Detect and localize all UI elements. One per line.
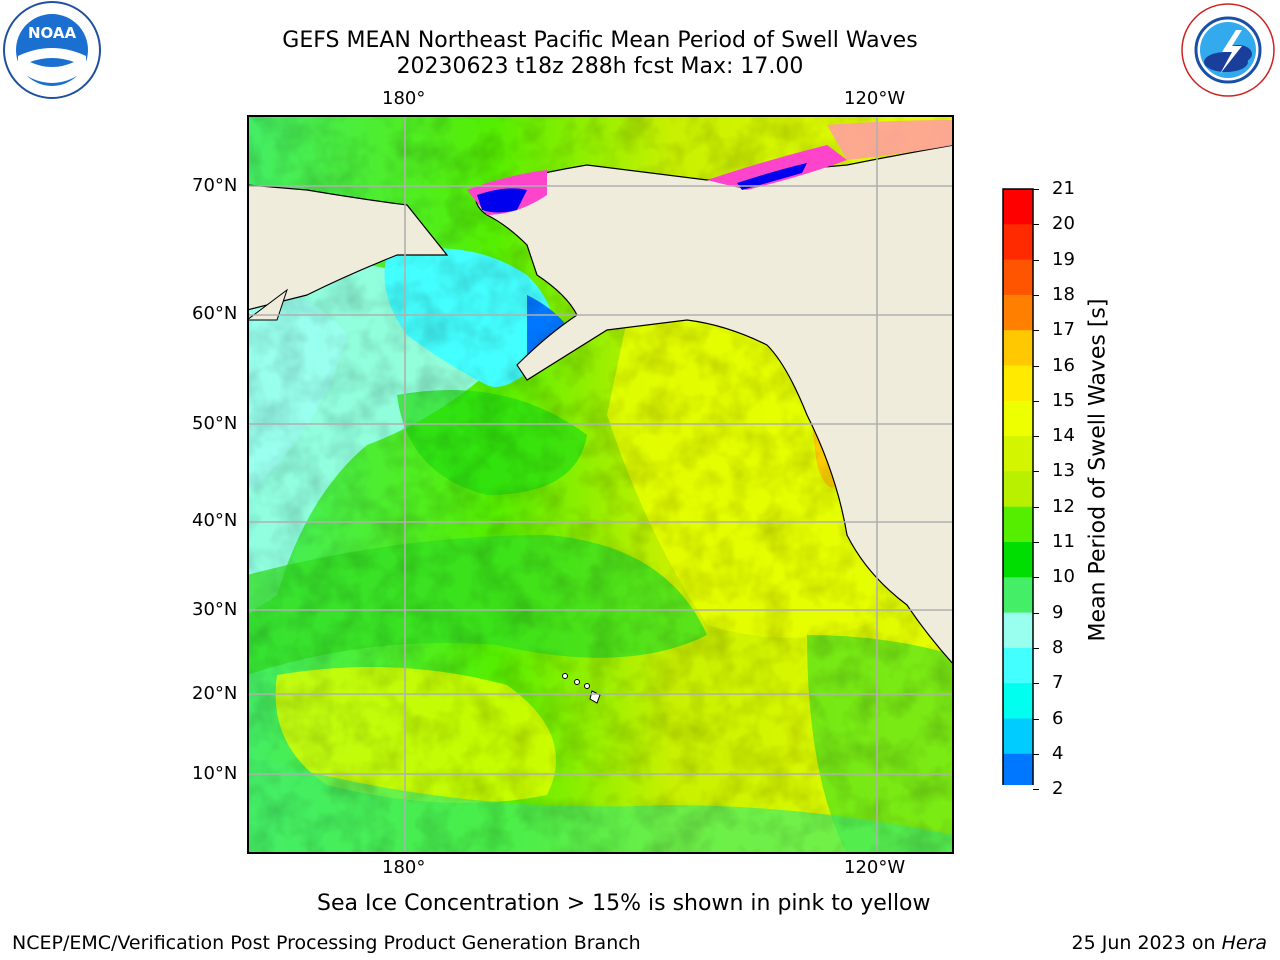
colorbar-tick-label: 18 (1052, 283, 1075, 305)
colorbar-tick-mark (1033, 718, 1039, 720)
colorbar-tick-label: 13 (1052, 460, 1075, 482)
colorbar-tick-mark (1033, 612, 1039, 614)
lat-label-10n: 10°N (192, 763, 238, 784)
footer-right: 25 Jun 2023 on Hera (1072, 932, 1267, 954)
colorbar-tick-mark (1033, 294, 1039, 296)
colorbar-segment (1003, 683, 1033, 719)
colorbar-tick-label: 19 (1052, 248, 1075, 270)
lat-label-60n: 60°N (192, 303, 238, 324)
colorbar-tick-label: 2 (1052, 778, 1064, 800)
colorbar-tick-mark (1033, 400, 1039, 402)
colorbar-tick-label: 6 (1052, 707, 1064, 729)
colorbar-segment (1003, 294, 1033, 331)
footer-host: Hera (1221, 932, 1267, 954)
colorbar-segment (1003, 647, 1033, 684)
lat-label-20n: 20°N (192, 683, 238, 704)
lon-label-bottom-180: 180° (382, 857, 426, 878)
chart-subtitle: 20230623 t18z 288h fcst Max: 17.00 (396, 54, 804, 79)
lon-label-top-120w: 120°W (844, 88, 906, 109)
noaa-logo-text: NOAA (28, 24, 77, 42)
colorbar-tick-mark (1033, 789, 1039, 791)
colorbar-tick-label: 21 (1052, 178, 1075, 199)
colorbar-segment (1003, 753, 1033, 785)
footer-left: NCEP/EMC/Verification Post Processing Pr… (12, 932, 641, 954)
colorbar-tick-mark (1033, 259, 1039, 261)
colorbar-tick-label: 11 (1052, 531, 1075, 552)
map-gridlines (247, 115, 954, 854)
colorbar-tick-label: 12 (1052, 495, 1075, 517)
colorbar-tick-mark (1033, 577, 1039, 579)
lat-label-40n: 40°N (192, 510, 238, 531)
colorbar-segment (1003, 506, 1033, 543)
colorbar-tick-mark (1033, 753, 1039, 755)
sea-ice-caption: Sea Ice Concentration > 15% is shown in … (317, 891, 931, 916)
colorbar-tick-mark (1033, 330, 1039, 332)
colorbar-segment (1003, 330, 1033, 366)
colorbar-tick-label: 20 (1052, 213, 1075, 235)
colorbar-tick-mark (1033, 436, 1039, 438)
colorbar-tick-label: 9 (1052, 601, 1064, 623)
colorbar-tick-label: 16 (1052, 354, 1075, 376)
footer-date: 25 Jun 2023 on (1071, 932, 1222, 954)
lat-label-70n: 70°N (192, 175, 238, 196)
chart-title: GEFS MEAN Northeast Pacific Mean Period … (282, 28, 918, 53)
colorbar-tick-mark (1033, 683, 1039, 685)
colorbar-tick-label: 17 (1052, 319, 1075, 341)
colorbar-tick-mark (1033, 365, 1039, 367)
lat-label-50n: 50°N (192, 413, 238, 434)
lon-label-top-180: 180° (382, 88, 426, 109)
colorbar-segment (1003, 224, 1033, 261)
colorbar-segment (1003, 718, 1033, 755)
colorbar-tick-label: 14 (1052, 425, 1075, 447)
swell-period-map (247, 115, 954, 854)
colorbar-segment (1003, 577, 1033, 614)
colorbar (1002, 188, 1034, 785)
colorbar-segment (1003, 471, 1033, 508)
colorbar-segment (1003, 400, 1033, 437)
lat-label-30n: 30°N (192, 599, 238, 620)
colorbar-tick-mark (1033, 647, 1039, 649)
map-frame (247, 115, 954, 854)
colorbar-segment (1003, 612, 1033, 649)
colorbar-tick-mark (1033, 189, 1039, 190)
land-siberia (247, 184, 449, 311)
colorbar-tick-mark (1033, 506, 1039, 508)
colorbar-tick-label: 4 (1052, 742, 1064, 764)
colorbar-tick-label: 7 (1052, 672, 1064, 694)
colorbar-segment (1003, 436, 1033, 472)
colorbar-frame (1002, 188, 1034, 785)
colorbar-segment (1003, 542, 1033, 578)
colorbar-segment (1003, 259, 1033, 296)
sea-ice-beaufort (707, 145, 847, 190)
lon-label-bottom-120w: 120°W (844, 857, 906, 878)
colorbar-tick-label: 8 (1052, 636, 1064, 658)
colorbar-tick-label: 10 (1052, 566, 1075, 588)
nws-logo (1181, 3, 1275, 97)
colorbar-tick-mark (1033, 471, 1039, 473)
colorbar-tick-label: 15 (1052, 389, 1075, 411)
noaa-logo: NOAA (3, 1, 101, 99)
colorbar-tick-mark (1033, 542, 1039, 543)
colorbar-segment (1003, 189, 1033, 225)
colorbar-tick-mark (1033, 224, 1039, 226)
colorbar-segment (1003, 365, 1033, 402)
colorbar-title: Mean Period of Swell Waves [s] (1085, 298, 1111, 642)
